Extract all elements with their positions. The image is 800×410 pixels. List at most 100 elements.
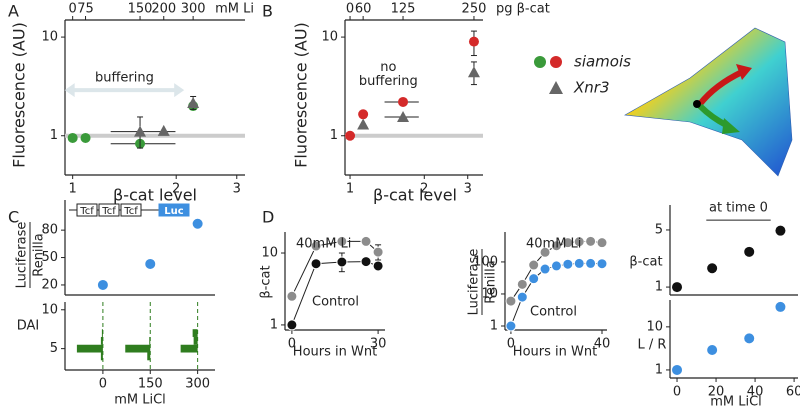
x-axis-label: β-cat level [373, 186, 457, 205]
y-tick-label: 1 [330, 128, 338, 143]
point [550, 260, 562, 272]
legend-marker [550, 56, 562, 68]
point [550, 240, 562, 252]
y-axis-label: Luciferase Renilla [15, 222, 47, 289]
landscape-ball [693, 100, 701, 108]
y-tick-label: 10 [41, 30, 58, 45]
construct-label: Tcf [101, 206, 116, 217]
y-tick-label: 20 [41, 277, 58, 292]
construct-box [120, 203, 142, 217]
x-tick-label: 1 [346, 182, 354, 197]
legend-marker [549, 81, 563, 94]
top-tick-label: 200 [151, 2, 176, 17]
x-axis-label: mM LiCl [114, 393, 166, 408]
point [528, 259, 540, 271]
landscape-arrowhead-up [736, 64, 752, 80]
point [573, 236, 585, 248]
y-tick-label: 5 [50, 341, 58, 356]
y-axis-label: β-cat [629, 255, 662, 270]
x-axis-label: β-cat level [113, 186, 197, 205]
x-tick-label: 30 [370, 337, 387, 352]
construct-label: Tcf [79, 206, 94, 217]
dai-bar [147, 352, 151, 361]
y-label-denominator: Renilla [32, 233, 47, 277]
top-tick-label: 60 [355, 2, 372, 17]
y-tick-label: 1 [50, 128, 58, 143]
y-axis-label: Fluorescence (AU) [292, 22, 311, 168]
panel-label: B [262, 2, 273, 21]
point [286, 319, 298, 331]
annotation: buffering [95, 71, 154, 86]
point [672, 364, 683, 375]
point [585, 257, 597, 269]
x-tick-label: 0 [673, 385, 681, 400]
x-tick-label: 0 [99, 377, 107, 392]
point [398, 96, 409, 107]
point [539, 263, 551, 275]
construct-label: Luc [164, 206, 183, 217]
point [310, 240, 322, 252]
panel-label: C [8, 208, 19, 227]
point [707, 263, 718, 274]
y-axis-label: Luciferase Renilla [467, 249, 499, 316]
y-axis-label: β-cat [259, 265, 274, 298]
annotation: at time 0 [709, 201, 768, 216]
point [345, 130, 356, 141]
top-axis-label: pg β-cat [496, 2, 550, 17]
point [516, 291, 528, 303]
y-tick-label: 50 [41, 250, 58, 265]
x-tick-label: 40 [594, 337, 611, 352]
panel-label: A [8, 2, 19, 21]
x-tick-label: 60 [786, 385, 800, 400]
point [562, 237, 574, 249]
point [467, 66, 480, 78]
construct-label: Tcf [123, 206, 138, 217]
annotation: no [380, 60, 396, 75]
point [358, 109, 369, 120]
construct-box [76, 203, 98, 217]
point [562, 258, 574, 270]
x-tick-label: 3 [233, 182, 241, 197]
point [397, 110, 410, 122]
legend-marker [534, 56, 546, 68]
x-tick-label: 40 [747, 385, 764, 400]
landscape-surface [624, 27, 793, 177]
y-tick-label: 5 [655, 222, 663, 237]
point [67, 132, 78, 143]
point [775, 301, 786, 312]
y-axis-label: L / R [638, 338, 667, 353]
x-tick-label: 2 [420, 182, 428, 197]
series-label: Control [312, 295, 359, 310]
arrowhead [64, 83, 75, 98]
x-tick-label: 300 [185, 377, 210, 392]
y-label-numerator: Luciferase [15, 222, 30, 289]
y-tick-label: 80 [41, 223, 58, 238]
dai-bar [149, 336, 151, 345]
y-tick-label: 10 [41, 302, 58, 317]
top-tick-label: 300 [181, 2, 206, 17]
dai-bar [100, 336, 103, 345]
point [505, 320, 517, 332]
point [286, 290, 298, 302]
point [310, 258, 322, 270]
construct-box [98, 203, 120, 217]
point [372, 260, 384, 272]
point [672, 282, 683, 293]
top-axis-label: mM Li [215, 2, 254, 17]
top-tick-label: 125 [391, 2, 416, 17]
x-tick-label: 150 [138, 377, 163, 392]
dai-bar [125, 344, 151, 353]
top-tick-label: 0 [69, 2, 77, 17]
panel-label: D [262, 208, 274, 227]
point [775, 225, 786, 236]
annotation: buffering [359, 74, 418, 89]
x-axis-label: mM LiCl [710, 395, 762, 410]
series-label: 40mM Li [296, 237, 351, 252]
point [336, 235, 348, 247]
point [585, 235, 597, 247]
top-tick-label: 0 [346, 2, 354, 17]
point [516, 278, 528, 290]
x-tick-label: 2 [172, 182, 180, 197]
point [134, 125, 147, 137]
